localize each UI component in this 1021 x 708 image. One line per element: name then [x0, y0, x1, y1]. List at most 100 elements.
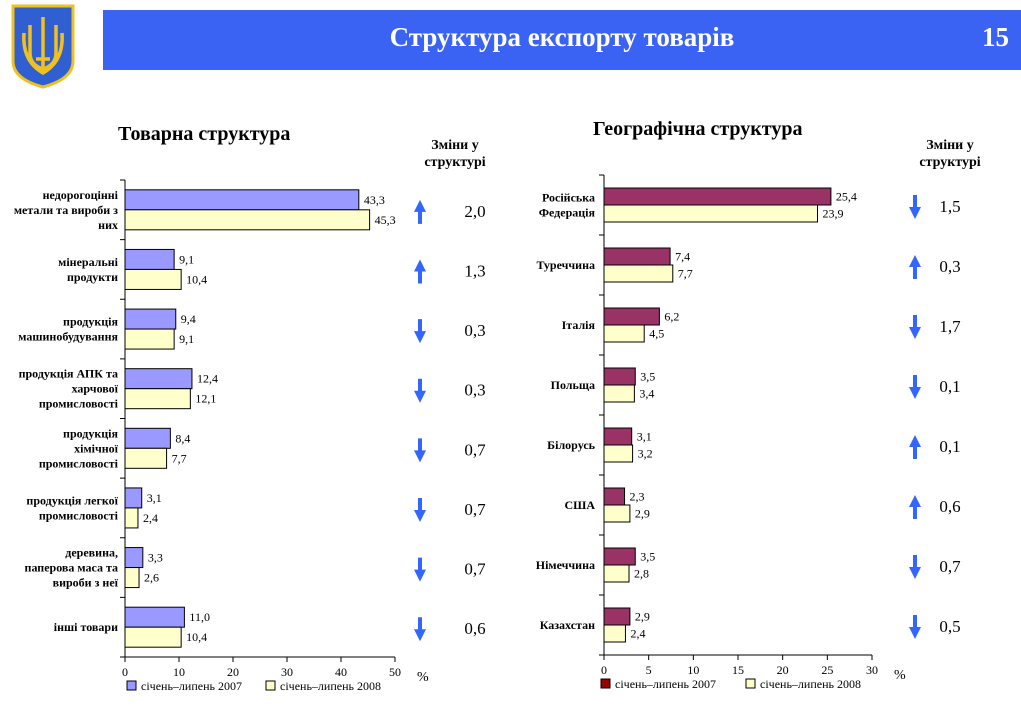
- arrow-down-icon: [909, 195, 921, 219]
- x-tick-label: 20: [777, 663, 789, 677]
- change-value: 0,7: [464, 440, 486, 459]
- data-label: 2,4: [143, 511, 158, 525]
- data-label: 7,7: [678, 267, 693, 281]
- data-label: 2,8: [634, 567, 649, 581]
- bar-2007: [124, 308, 177, 330]
- data-label: 4,5: [649, 327, 664, 341]
- bar-2007: [603, 427, 633, 446]
- data-label: 6,2: [664, 310, 679, 324]
- legend-swatch: [600, 678, 611, 689]
- bar-2007: [124, 427, 171, 449]
- arrow-up-icon: [909, 435, 921, 459]
- change-value: 0,6: [464, 619, 485, 638]
- change-value: 0,3: [939, 257, 960, 276]
- category-label: Німеччина: [536, 558, 595, 572]
- bar-2008: [603, 264, 674, 283]
- data-label: 9,1: [179, 252, 194, 266]
- data-label: 9,4: [181, 312, 196, 326]
- bar-2007: [603, 607, 631, 626]
- bar-2007: [124, 606, 185, 628]
- bar-2007: [603, 307, 660, 326]
- bar-2007: [603, 547, 636, 566]
- category-label: США: [564, 498, 595, 512]
- bar-2008: [124, 507, 139, 529]
- legend-swatch: [745, 678, 756, 689]
- legend-label: січень–липень 2008: [280, 679, 381, 693]
- category-label: Туреччина: [537, 258, 595, 272]
- x-tick-label: 40: [335, 665, 347, 679]
- page-number: 15: [982, 22, 1009, 52]
- bar-2008: [603, 504, 631, 523]
- category-label: Італія: [562, 318, 596, 332]
- header-bar: Структура експорту товарів 15: [103, 10, 1021, 70]
- arrow-down-icon: [414, 438, 426, 463]
- bar-2007: [124, 248, 175, 270]
- change-value: 0,5: [939, 617, 960, 636]
- change-value: 0,7: [939, 557, 961, 576]
- change-value: 0,6: [939, 497, 960, 516]
- x-tick-label: 0: [122, 665, 128, 679]
- data-label: 3,2: [638, 447, 653, 461]
- x-tick-label: 30: [281, 665, 293, 679]
- bar-2007: [603, 367, 636, 386]
- change-value: 0,1: [939, 437, 960, 456]
- bar-2008: [603, 204, 819, 223]
- arrow-up-icon: [414, 259, 426, 284]
- legend-label: січень–липень 2007: [615, 677, 716, 691]
- x-tick-label: 25: [821, 663, 833, 677]
- change-value: 0,3: [464, 321, 485, 340]
- x-axis-unit: %: [417, 670, 429, 685]
- bar-2008: [603, 444, 634, 463]
- change-value: 0,3: [464, 381, 485, 400]
- data-label: 12,1: [195, 392, 216, 406]
- category-label: продукція хімічної промисловості: [39, 426, 119, 470]
- arrow-down-icon: [909, 315, 921, 339]
- data-label: 25,4: [836, 190, 857, 204]
- data-label: 2,3: [630, 490, 645, 504]
- legend-swatch: [265, 680, 276, 691]
- data-label: 7,7: [172, 451, 187, 465]
- category-label: Російська Федерація: [539, 191, 596, 220]
- change-value: 1,3: [464, 261, 485, 280]
- data-label: 23,9: [823, 207, 844, 221]
- data-label: 10,4: [186, 272, 207, 286]
- category-label: інші товари: [54, 620, 118, 634]
- bar-2007: [124, 189, 360, 211]
- data-label: 11,0: [189, 610, 210, 624]
- data-label: 43,3: [364, 193, 385, 207]
- data-label: 3,3: [148, 551, 163, 565]
- bar-2008: [124, 268, 182, 290]
- category-label: продукція АПК та харчової промисловості: [19, 367, 119, 411]
- left-chart-title: Товарна структура: [118, 123, 291, 145]
- bar-2007: [603, 487, 626, 506]
- data-label: 7,4: [675, 250, 690, 264]
- change-value: 0,1: [939, 377, 960, 396]
- right-chart-title: Географічна структура: [593, 118, 803, 140]
- bar-2008: [124, 447, 168, 469]
- right-change-header: Зміни у структурі: [919, 138, 981, 170]
- category-label: деревина, паперова маса та вироби з неї: [25, 546, 119, 590]
- x-axis-unit: %: [894, 668, 906, 683]
- arrow-down-icon: [414, 557, 426, 582]
- arrow-down-icon: [414, 497, 426, 522]
- change-value: 0,7: [464, 500, 486, 519]
- x-tick-label: 50: [389, 665, 401, 679]
- data-label: 8,4: [175, 431, 190, 445]
- x-tick-label: 10: [687, 663, 699, 677]
- left-change-header: Зміни у структурі: [424, 138, 486, 170]
- legend-label: січень–липень 2008: [760, 677, 861, 691]
- data-label: 2,9: [635, 507, 650, 521]
- category-label: продукція легкої промисловості: [26, 493, 118, 522]
- bar-2007: [603, 187, 832, 206]
- category-label: мінеральні продукти: [58, 255, 119, 284]
- change-value: 2,0: [464, 202, 485, 221]
- data-label: 3,1: [147, 491, 162, 505]
- bar-2007: [124, 368, 193, 390]
- bar-2008: [603, 564, 630, 583]
- arrow-down-icon: [909, 555, 921, 579]
- category-label: недорогоцінні метали та вироби з них: [14, 188, 119, 232]
- x-tick-label: 0: [601, 663, 607, 677]
- data-label: 2,9: [635, 610, 650, 624]
